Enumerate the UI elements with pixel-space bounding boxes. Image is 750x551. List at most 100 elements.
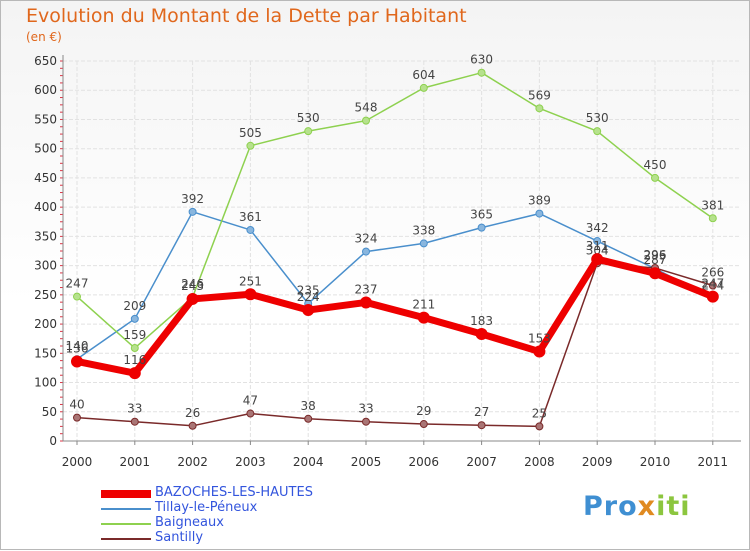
y-tick-label: 100 <box>34 376 57 390</box>
x-tick-label: 2000 <box>62 455 93 469</box>
data-point-santilly <box>419 420 428 429</box>
data-label-baigneaux: 530 <box>297 111 320 125</box>
legend-label: Santilly <box>155 530 204 545</box>
data-label-bazoches-les-hautes: 243 <box>181 279 204 293</box>
x-tick-label: 2001 <box>120 455 151 469</box>
data-label-baigneaux: 505 <box>239 126 262 140</box>
y-tick-label: 650 <box>34 54 57 68</box>
data-point-tillay-le-peneux <box>188 207 197 216</box>
data-point-santilly <box>188 421 197 430</box>
x-tick-label: 2003 <box>235 455 266 469</box>
data-label-baigneaux: 530 <box>586 111 609 125</box>
legend-label: BAZOCHES-LES-HAUTES <box>155 485 313 500</box>
data-label-santilly: 25 <box>532 406 547 420</box>
data-label-santilly: 266 <box>701 265 724 279</box>
data-point-bazoches-les-hautes <box>244 288 257 301</box>
legend-swatch <box>101 538 151 540</box>
y-tick-label: 0 <box>49 434 57 448</box>
y-tick-label: 150 <box>34 346 57 360</box>
data-label-baigneaux: 247 <box>66 277 89 291</box>
data-point-tillay-le-peneux <box>535 209 544 218</box>
data-point-bazoches-les-hautes <box>591 253 604 266</box>
data-point-bazoches-les-hautes <box>533 345 546 358</box>
y-tick-label: 350 <box>34 229 57 243</box>
x-tick-label: 2011 <box>698 455 729 469</box>
data-label-baigneaux: 630 <box>470 53 493 67</box>
data-label-bazoches-les-hautes: 116 <box>123 353 146 367</box>
data-point-santilly <box>246 409 255 418</box>
y-tick-label: 250 <box>34 288 57 302</box>
data-point-tillay-le-peneux <box>593 237 602 246</box>
y-tick-label: 50 <box>42 405 57 419</box>
data-label-santilly: 29 <box>416 404 431 418</box>
data-point-bazoches-les-hautes <box>475 328 488 341</box>
data-point-baigneaux <box>708 214 717 223</box>
data-point-santilly <box>304 414 313 423</box>
data-point-santilly <box>362 417 370 426</box>
data-point-bazoches-les-hautes <box>186 292 199 305</box>
data-label-santilly: 26 <box>185 406 200 420</box>
data-label-baigneaux: 548 <box>355 101 378 115</box>
data-label-bazoches-les-hautes: 183 <box>470 314 493 328</box>
data-label-tillay-le-peneux: 389 <box>528 194 551 208</box>
data-label-santilly: 304 <box>586 243 609 257</box>
data-label-tillay-le-peneux: 295 <box>644 249 667 263</box>
data-label-baigneaux: 569 <box>528 88 551 102</box>
x-tick-label: 2008 <box>524 455 555 469</box>
data-point-baigneaux <box>593 127 602 136</box>
data-label-santilly: 296 <box>644 248 667 262</box>
data-label-baigneaux: 450 <box>644 158 667 172</box>
data-point-baigneaux <box>246 141 255 150</box>
legend-swatch <box>101 508 151 510</box>
data-label-bazoches-les-hautes: 211 <box>412 298 435 312</box>
y-tick-label: 200 <box>34 317 57 331</box>
data-label-tillay-le-peneux: 140 <box>66 339 89 353</box>
data-point-bazoches-les-hautes <box>417 311 430 324</box>
data-point-bazoches-les-hautes <box>649 267 661 280</box>
data-label-santilly: 38 <box>301 399 316 413</box>
y-tick-label: 450 <box>34 171 57 185</box>
data-label-bazoches-les-hautes: 251 <box>239 274 262 288</box>
data-point-bazoches-les-hautes <box>706 290 719 303</box>
chart-title: Evolution du Montant de la Dette par Hab… <box>26 5 467 27</box>
chart-unit: (en €) <box>26 30 62 44</box>
data-label-santilly: 40 <box>69 398 84 412</box>
data-label-tillay-le-peneux: 324 <box>355 232 378 246</box>
data-label-santilly: 33 <box>127 402 142 416</box>
data-label-baigneaux: 246 <box>181 277 204 291</box>
data-label-santilly: 33 <box>358 402 373 416</box>
data-point-santilly <box>73 413 81 422</box>
data-label-tillay-le-peneux: 209 <box>123 299 146 313</box>
data-point-baigneaux <box>477 68 486 77</box>
data-point-santilly <box>535 422 544 431</box>
data-point-santilly <box>130 417 139 426</box>
data-label-tillay-le-peneux: 365 <box>470 208 493 222</box>
legend-label: Tillay-le-Péneux <box>155 500 258 515</box>
data-point-bazoches-les-hautes <box>302 304 315 317</box>
y-tick-label: 600 <box>34 83 57 97</box>
data-point-baigneaux <box>419 83 428 92</box>
data-label-tillay-le-peneux: 392 <box>181 192 204 206</box>
data-label-santilly: 27 <box>474 405 489 419</box>
data-point-baigneaux <box>535 104 544 113</box>
data-point-bazoches-les-hautes <box>71 355 83 368</box>
data-label-bazoches-les-hautes: 311 <box>586 239 609 253</box>
data-point-bazoches-les-hautes <box>360 296 372 309</box>
data-point-tillay-le-peneux <box>246 225 255 234</box>
series-line-bazoches-les-hautes <box>73 255 717 377</box>
y-tick-label: 550 <box>34 112 57 126</box>
data-label-tillay-le-peneux: 342 <box>586 221 609 235</box>
data-label-tillay-le-peneux: 361 <box>239 210 262 224</box>
x-tick-label: 2009 <box>582 455 613 469</box>
data-label-bazoches-les-hautes: 237 <box>355 282 378 296</box>
data-label-bazoches-les-hautes: 287 <box>644 253 667 267</box>
data-point-baigneaux <box>304 127 313 136</box>
x-tick-label: 2002 <box>177 455 208 469</box>
data-point-tillay-le-peneux <box>419 239 428 248</box>
y-tick-label: 500 <box>34 142 57 156</box>
x-tick-label: 2004 <box>293 455 324 469</box>
legend-swatch <box>101 490 151 498</box>
data-label-baigneaux: 159 <box>123 328 146 342</box>
